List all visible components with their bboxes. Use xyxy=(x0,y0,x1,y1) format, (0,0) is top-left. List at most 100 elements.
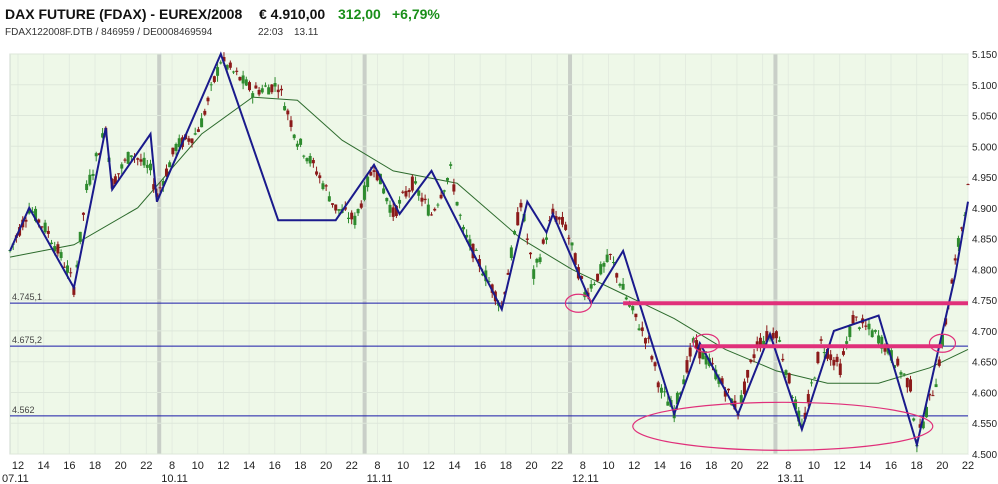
highlight-pivot-low xyxy=(564,293,593,313)
candle-body xyxy=(372,170,376,172)
y-tick-label: 4.650 xyxy=(972,358,997,369)
y-tick-label: 4.550 xyxy=(972,419,997,430)
highlight-breakout-point xyxy=(692,333,720,353)
y-tick-label: 4.750 xyxy=(972,296,997,307)
candle-body xyxy=(832,359,836,366)
candlestick-series xyxy=(8,52,970,453)
candle-body xyxy=(158,187,162,189)
highlight-retest xyxy=(928,333,957,353)
candle-body xyxy=(445,177,449,181)
moving-average-line xyxy=(9,96,969,384)
candle-body xyxy=(624,297,628,300)
candle-body xyxy=(327,196,331,202)
x-tick-label: 12 xyxy=(12,460,24,472)
candle-body xyxy=(599,264,603,275)
candle-body xyxy=(608,253,612,255)
candle-body xyxy=(557,217,561,220)
candle-body xyxy=(152,184,156,190)
candle-body xyxy=(436,204,440,206)
candle-body xyxy=(209,84,213,86)
candle-body xyxy=(267,87,271,95)
candle-body xyxy=(688,347,692,357)
candle-body xyxy=(458,214,462,216)
candle-body xyxy=(251,93,255,98)
x-tick-label: 18 xyxy=(294,460,306,472)
x-tick-label: 16 xyxy=(474,460,486,472)
candle-body xyxy=(222,57,226,62)
candle-body xyxy=(650,356,654,360)
candle-body xyxy=(960,227,964,229)
candle-body xyxy=(711,363,715,365)
candle-body xyxy=(225,65,229,70)
candle-body xyxy=(615,273,619,278)
candle-body xyxy=(752,354,756,359)
candle-body xyxy=(200,118,204,128)
support-level-label: 4.675,2 xyxy=(12,335,42,345)
candle-body xyxy=(771,332,775,339)
candle-body xyxy=(612,261,616,263)
candle-body xyxy=(787,373,791,384)
candle-body xyxy=(477,259,481,267)
candle-body xyxy=(263,85,267,87)
candle-body xyxy=(62,266,66,268)
candle-body xyxy=(928,393,932,396)
candle-body xyxy=(113,176,117,185)
candle-body xyxy=(720,378,724,385)
x-date-label: 11.11 xyxy=(367,473,393,484)
candle-body xyxy=(643,338,647,344)
candle-body xyxy=(426,204,430,216)
candle-body xyxy=(551,208,555,214)
price-chart: 5.150 5.100 5.050 5.000 4.950 4.900 4.850 4.800… xyxy=(2,50,997,484)
candle-body xyxy=(596,273,600,281)
candle-body xyxy=(455,201,459,206)
candle-body xyxy=(474,249,478,251)
candle-body xyxy=(286,110,290,115)
candle-body xyxy=(65,265,69,273)
candle-body xyxy=(567,237,571,239)
candle-body xyxy=(359,203,363,208)
candle-body xyxy=(803,412,807,420)
candle-body xyxy=(685,360,689,373)
candle-body xyxy=(346,217,350,219)
candle-body xyxy=(308,155,312,164)
candle-body xyxy=(423,198,427,201)
candle-body xyxy=(899,372,903,375)
x-tick-label: 16 xyxy=(679,460,691,472)
candle-body xyxy=(46,230,50,234)
candle-body xyxy=(75,264,79,268)
candle-body xyxy=(516,212,520,226)
candle-body xyxy=(912,418,916,421)
candle-body xyxy=(203,110,207,115)
candle-body xyxy=(219,62,223,64)
candle-body xyxy=(97,153,101,156)
last-price: € 4.910,00 xyxy=(259,6,326,22)
candle-body xyxy=(822,352,826,354)
candle-body xyxy=(410,176,414,191)
candle-body xyxy=(851,315,855,324)
candle-body xyxy=(560,216,564,225)
x-tick-label: 10 xyxy=(192,460,204,472)
candle-body xyxy=(174,143,178,151)
candle-body xyxy=(666,401,670,406)
x-date-label: 13.11 xyxy=(777,473,804,484)
candle-body xyxy=(634,313,638,318)
candle-body xyxy=(816,351,820,364)
x-tick-label: 14 xyxy=(448,460,460,472)
candle-body xyxy=(123,159,127,161)
support-level-label: 4.745,1 xyxy=(12,292,42,302)
x-tick-label: 14 xyxy=(38,460,50,472)
x-tick-label: 20 xyxy=(115,460,127,472)
candle-body xyxy=(774,331,778,339)
candle-body xyxy=(580,276,584,279)
candle-body xyxy=(819,339,823,341)
candle-body xyxy=(69,272,73,274)
candle-body xyxy=(235,70,239,72)
candle-body xyxy=(570,242,574,246)
candle-body xyxy=(829,354,833,361)
candle-body xyxy=(682,379,686,385)
candle-body xyxy=(276,89,280,93)
x-tick-label: 18 xyxy=(500,460,512,472)
x-tick-label: 14 xyxy=(654,460,666,472)
candle-body xyxy=(101,133,105,138)
price-change: 312,00 xyxy=(338,6,381,22)
